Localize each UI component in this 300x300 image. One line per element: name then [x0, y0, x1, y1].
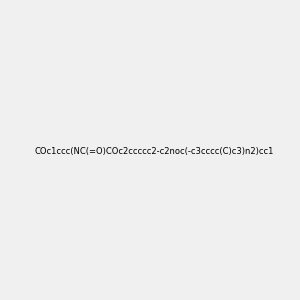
Text: COc1ccc(NC(=O)COc2ccccc2-c2noc(-c3cccc(C)c3)n2)cc1: COc1ccc(NC(=O)COc2ccccc2-c2noc(-c3cccc(C… — [34, 147, 273, 156]
